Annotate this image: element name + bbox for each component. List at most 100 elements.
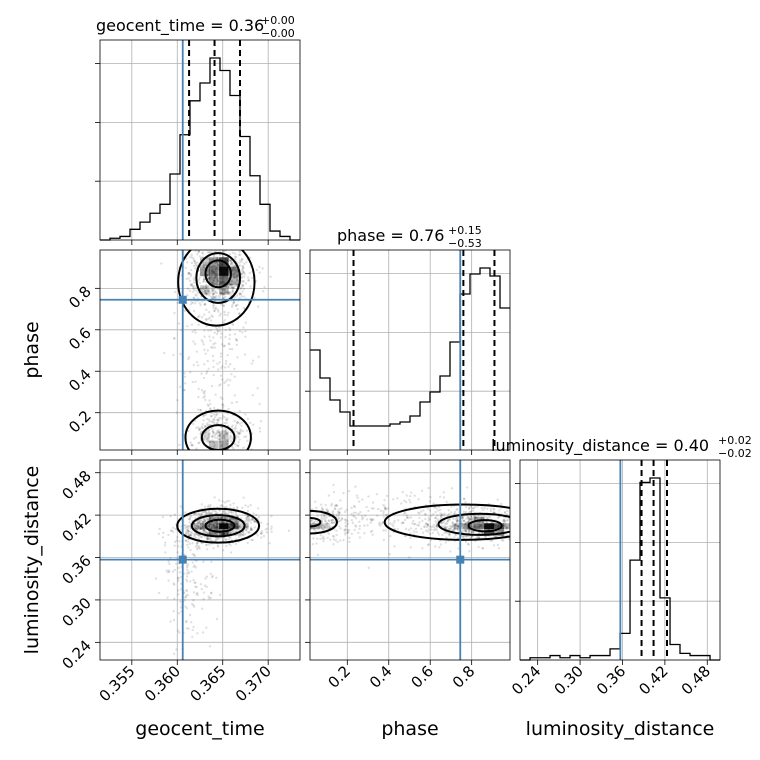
scatter-point bbox=[208, 536, 211, 540]
scatter-point bbox=[232, 502, 235, 505]
scatter-point bbox=[202, 527, 206, 531]
scatter-point bbox=[172, 526, 175, 530]
scatter-point bbox=[195, 289, 198, 293]
scatter-point bbox=[167, 533, 170, 537]
scatter-point bbox=[204, 285, 208, 289]
scatter-point bbox=[184, 532, 188, 535]
scatter-point bbox=[263, 285, 266, 289]
scatter-point bbox=[250, 527, 253, 531]
scatter-point bbox=[245, 529, 248, 532]
scatter-point bbox=[228, 343, 231, 346]
scatter-point bbox=[203, 510, 206, 513]
scatter-point bbox=[248, 271, 252, 275]
scatter-point bbox=[208, 518, 212, 521]
scatter-point bbox=[446, 519, 450, 522]
scatter-point bbox=[244, 413, 247, 416]
scatter-point bbox=[218, 434, 222, 437]
scatter-point bbox=[210, 592, 213, 595]
scatter-point bbox=[232, 301, 236, 305]
scatter-point bbox=[219, 352, 223, 355]
scatter-point bbox=[497, 535, 500, 538]
scatter-point bbox=[201, 631, 205, 634]
scatter-point bbox=[453, 510, 457, 514]
scatter-point bbox=[301, 524, 303, 526]
scatter-point bbox=[190, 268, 193, 272]
scatter-point bbox=[505, 526, 509, 529]
scatter-point bbox=[203, 518, 206, 521]
scatter-point bbox=[347, 531, 350, 534]
scatter-point bbox=[346, 529, 349, 532]
scatter-point bbox=[199, 582, 203, 586]
scatter-point bbox=[465, 517, 468, 520]
scatter-point bbox=[301, 521, 303, 523]
scatter-point bbox=[335, 533, 338, 537]
scatter-point bbox=[196, 261, 199, 264]
scatter-point bbox=[332, 538, 335, 541]
scatter-point bbox=[191, 542, 194, 545]
scatter-point bbox=[392, 521, 396, 524]
scatter-point bbox=[194, 293, 197, 296]
scatter-point bbox=[432, 513, 435, 516]
scatter-point bbox=[467, 516, 470, 519]
scatter-point bbox=[402, 521, 405, 525]
scatter-point bbox=[201, 247, 203, 249]
scatter-point bbox=[512, 537, 514, 539]
density-cell bbox=[484, 523, 495, 530]
scatter-point bbox=[172, 353, 175, 357]
scatter-point bbox=[231, 263, 234, 266]
scatter-point bbox=[313, 529, 316, 532]
scatter-point bbox=[496, 516, 500, 519]
scatter-point bbox=[475, 516, 478, 520]
scatter-point bbox=[436, 514, 439, 517]
scatter-point bbox=[203, 335, 206, 338]
scatter-point bbox=[208, 532, 212, 536]
scatter-point bbox=[467, 543, 470, 546]
scatter-point bbox=[322, 524, 325, 527]
scatter-point bbox=[280, 528, 282, 530]
scatter-point bbox=[186, 593, 189, 597]
scatter-point bbox=[197, 521, 200, 524]
scatter-point bbox=[436, 518, 439, 521]
scatter-point bbox=[203, 435, 207, 438]
scatter-point bbox=[305, 516, 307, 518]
scatter-point bbox=[223, 434, 226, 438]
scatter-point bbox=[361, 498, 364, 501]
scatter-point bbox=[446, 514, 450, 517]
scatter-point bbox=[194, 566, 198, 569]
scatter-point bbox=[211, 420, 214, 424]
scatter-point bbox=[216, 526, 220, 529]
scatter-point bbox=[218, 314, 221, 317]
scatter-point bbox=[230, 285, 234, 289]
scatter-point bbox=[236, 533, 240, 537]
scatter-point bbox=[232, 272, 235, 275]
scatter-point bbox=[302, 518, 304, 520]
scatter-point bbox=[550, 528, 552, 530]
title-luminosity-distance: luminosity_distance = 0.40 +0.02 −0.02 bbox=[491, 434, 752, 460]
scatter-point bbox=[505, 519, 508, 522]
scatter-point bbox=[332, 535, 336, 538]
scatter-point bbox=[175, 539, 178, 542]
scatter-point bbox=[190, 323, 194, 326]
scatter-point bbox=[428, 500, 432, 503]
scatter-point bbox=[229, 284, 232, 287]
scatter-point bbox=[446, 520, 449, 523]
scatter-point bbox=[204, 413, 207, 417]
scatter-point bbox=[246, 276, 250, 279]
scatter-point bbox=[194, 524, 197, 528]
scatter-point bbox=[208, 277, 211, 280]
scatter-point bbox=[513, 522, 515, 524]
scatter-point bbox=[173, 583, 176, 586]
scatter-point bbox=[228, 242, 230, 244]
scatter-point bbox=[193, 259, 196, 263]
scatter-point bbox=[219, 374, 223, 377]
scatter-point bbox=[163, 544, 167, 547]
scatter-point bbox=[442, 514, 445, 517]
scatter-point bbox=[197, 537, 200, 540]
scatter-point bbox=[358, 536, 362, 539]
scatter-point bbox=[178, 540, 181, 543]
xtick-label: 0.2 bbox=[325, 662, 355, 692]
scatter-point bbox=[214, 306, 218, 309]
scatter-point bbox=[214, 434, 217, 437]
scatter-point bbox=[452, 512, 456, 516]
scatter-point bbox=[208, 440, 211, 444]
